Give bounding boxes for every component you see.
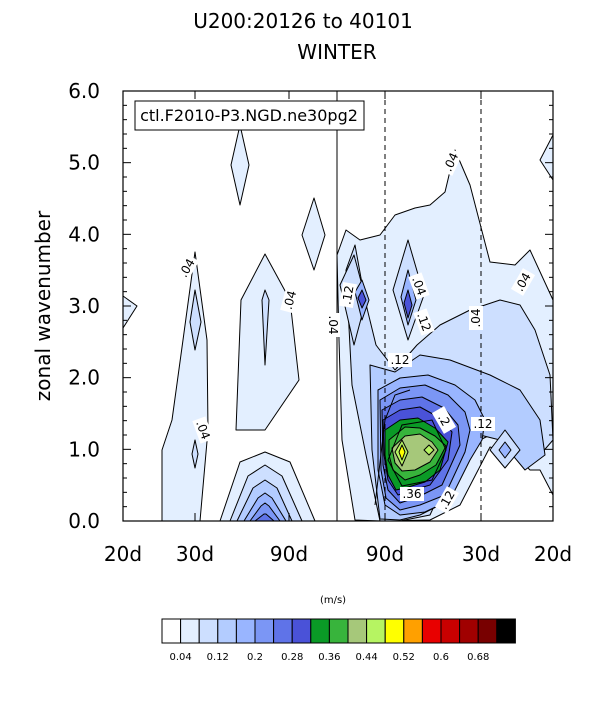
x-tick-label: 90d <box>270 542 308 566</box>
contour-level-12-region-26 <box>398 444 406 461</box>
contour-level-1-region-0 <box>122 295 138 329</box>
contour-level-1-region-1 <box>161 251 209 522</box>
y-tick-labels: 0.0 1.0 2.0 3.0 4.0 5.0 6.0 <box>68 79 100 533</box>
x-tick-label: 20d <box>104 542 142 566</box>
colorbar-swatch <box>328 618 349 644</box>
reference-lines <box>336 91 482 521</box>
contour-label-bg <box>192 416 214 444</box>
colorbar-swatch <box>477 618 498 644</box>
colorbar-swatch <box>217 618 237 644</box>
colorbar-swatch <box>198 618 219 644</box>
colorbar-labels: 0.04 0.12 0.2 0.28 0.36 0.44 0.52 0.6 0.68 <box>169 652 489 663</box>
colorbar-label: 0.04 <box>169 652 191 663</box>
colorbar-swatch <box>366 618 386 644</box>
y-tick-label: 1.0 <box>68 437 100 461</box>
colorbar-unit: (m/s) <box>320 595 346 606</box>
colorbar-swatch <box>440 618 461 644</box>
contour-fills <box>122 124 554 522</box>
contour-label-bg <box>439 148 463 176</box>
y-tick-label: 6.0 <box>68 79 100 103</box>
colorbar-swatch <box>384 618 405 644</box>
x-tick-labels: 20d 30d 90d 90d 30d 20d <box>104 542 572 566</box>
contour-label: .04 <box>281 289 299 311</box>
annotation-text: ctl.F2010-P3.NGD.ne30pg2 <box>140 106 358 125</box>
colorbar-label: 0.28 <box>281 652 303 663</box>
colorbar-swatch <box>254 618 275 644</box>
contour-label-bg <box>431 406 457 434</box>
contour-level-4-region-35 <box>498 441 512 459</box>
y-axis-label: zonal wavenumber <box>31 210 55 401</box>
contour-level-7-region-33 <box>403 289 413 319</box>
contour-level-2-region-5 <box>261 289 270 366</box>
contour-label: .12 <box>473 417 492 431</box>
contour-label-bg <box>408 272 430 300</box>
contour-level-1-region-7 <box>301 197 326 271</box>
colorbar-swatch <box>235 618 256 644</box>
y-tick-label: 5.0 <box>68 151 100 175</box>
contour-level-2-region-3 <box>191 439 199 469</box>
contour-label: .12 <box>414 311 434 334</box>
contour-label-bg <box>280 286 300 314</box>
contour-level-11-region-27 <box>423 444 435 456</box>
y-tick-label: 3.0 <box>68 294 100 318</box>
contour-level-1-region-14 <box>539 134 554 181</box>
colorbar-label: 0.68 <box>467 652 489 663</box>
contour-label-bg <box>510 268 536 296</box>
contour-label-bg <box>434 486 460 514</box>
colorbar-swatch <box>310 618 330 644</box>
contour-label: .04 <box>469 308 483 327</box>
contour-label: .04 <box>326 315 340 334</box>
contour-label: .04 <box>193 419 213 442</box>
contour-lines <box>374 389 447 506</box>
contour-level-1-region-4 <box>235 253 300 431</box>
colorbar-label: 0.44 <box>355 652 377 663</box>
x-tick-label: 30d <box>176 542 214 566</box>
colorbar-swatch <box>403 618 423 644</box>
y-tick-label: 2.0 <box>68 366 100 390</box>
x-tick-label: 30d <box>462 542 500 566</box>
contour-label: .36 <box>402 487 421 501</box>
contour-label-bg <box>400 487 424 501</box>
contour-line-inner-a <box>387 419 447 487</box>
colorbar <box>161 618 516 644</box>
contour-level-1-region-6 <box>230 124 250 206</box>
chart-title: U200:20126 to 40101 <box>193 9 413 33</box>
contour-label: .12 <box>390 353 409 367</box>
contour-label-bg <box>469 306 483 330</box>
contour-label-bg <box>471 417 495 431</box>
y-tick-label: 0.0 <box>68 509 100 533</box>
colorbar-swatch <box>347 618 368 644</box>
axis-ticks <box>122 90 554 522</box>
plot-area: .04.04.04.04.04.04.04.04.12.12.12.12.2.1… <box>122 90 554 522</box>
colorbar-swatch <box>291 618 312 644</box>
contour-level-7-region-30 <box>357 289 367 309</box>
annotation-box: ctl.F2010-P3.NGD.ne30pg2 <box>134 100 365 131</box>
colorbar-swatch <box>161 618 182 644</box>
contour-label-bg <box>413 308 435 336</box>
contour-label-bg <box>388 353 412 367</box>
x-tick-label: 20d <box>534 542 572 566</box>
x-tick-label: 90d <box>366 542 404 566</box>
colorbar-swatch <box>273 618 293 644</box>
y-tick-label: 4.0 <box>68 222 100 246</box>
colorbar-swatch <box>180 618 200 644</box>
contour-label-bg <box>339 281 357 309</box>
chart-subtitle: WINTER <box>297 40 376 64</box>
contour-label-bg <box>174 254 200 282</box>
colorbar-label: 0.12 <box>207 652 229 663</box>
contour-labels: .04.04.04.04.04.04.04.04.12.12.12.12.2.1… <box>174 148 536 514</box>
colorbar-swatch <box>459 618 479 644</box>
contour-line-inner-b <box>374 389 411 506</box>
colorbar-label: 0.36 <box>318 652 340 663</box>
contour-level-2-region-2 <box>189 289 202 351</box>
colorbar-swatch <box>421 618 442 644</box>
colorbar-label: 0.2 <box>247 652 263 663</box>
contour-label: .04 <box>409 275 429 298</box>
colorbar-swatch <box>496 618 516 644</box>
colorbar-label: 0.6 <box>433 652 449 663</box>
colorbar-label: 0.52 <box>393 652 415 663</box>
contour-label: .12 <box>339 284 356 305</box>
contour-label-bg <box>326 313 340 337</box>
